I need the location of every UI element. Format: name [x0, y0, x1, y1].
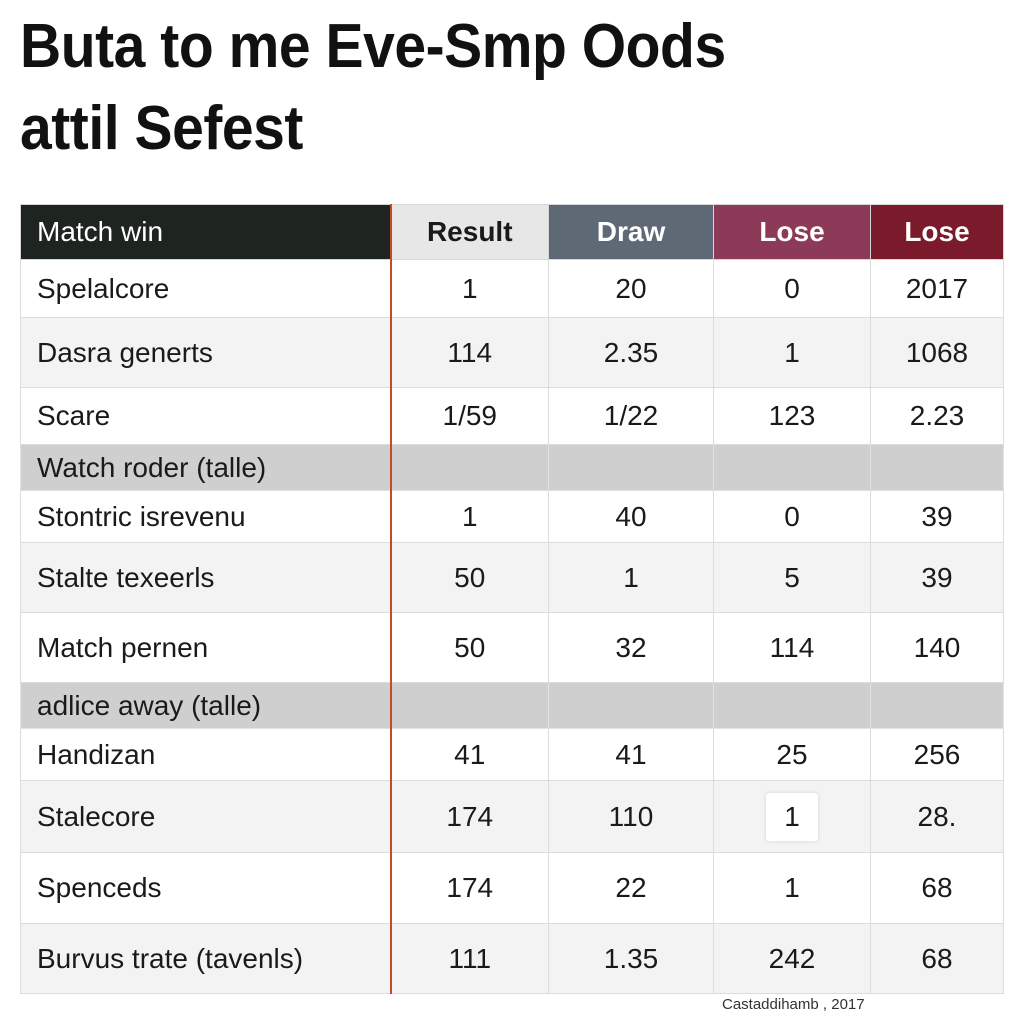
table-row: Handizan 41 41 25 256 — [20, 728, 1004, 781]
column-header-match-win: Match win — [20, 204, 392, 260]
cell-draw: 40 — [548, 490, 714, 543]
row-label: Match pernen — [20, 612, 392, 683]
page-title-line-2: attil Sefest — [20, 94, 303, 163]
row-label: Burvus trate (tavenls) — [20, 923, 392, 994]
cell-draw: 110 — [548, 780, 714, 853]
cell-draw: 1 — [548, 542, 714, 613]
cell-lose-2: 68 — [870, 923, 1004, 994]
cell-lose: 1 — [713, 852, 871, 924]
cell-lose — [713, 444, 871, 491]
cell-lose: 242 — [713, 923, 871, 994]
cell-lose-2: 28. — [870, 780, 1004, 853]
table-row: Burvus trate (tavenls) 111 1.35 242 68 — [20, 923, 1004, 994]
row-label: Dasra generts — [20, 317, 392, 388]
row-label: Scare — [20, 387, 392, 445]
cell-lose-2: 256 — [870, 728, 1004, 781]
table-row: Stalte texeerls 50 1 5 39 — [20, 542, 1004, 613]
cell-lose-2: 140 — [870, 612, 1004, 683]
section-row: Watch roder (talle) — [20, 444, 1004, 491]
cell-lose-2: 2.23 — [870, 387, 1004, 445]
cell-result — [390, 682, 549, 729]
cell-lose: 123 — [713, 387, 871, 445]
cell-lose: 0 — [713, 259, 871, 318]
cell-lose-2: 39 — [870, 542, 1004, 613]
cell-draw: 22 — [548, 852, 714, 924]
table-row: Match pernen 50 32 114 140 — [20, 612, 1004, 683]
cell-draw: 32 — [548, 612, 714, 683]
cell-lose: 1 — [713, 780, 871, 853]
table-row: Dasra generts 114 2.35 1 1068 — [20, 317, 1004, 388]
cell-result: 174 — [390, 780, 549, 853]
cell-lose: 114 — [713, 612, 871, 683]
row-label: Stalte texeerls — [20, 542, 392, 613]
cell-draw — [548, 682, 714, 729]
cell-result: 41 — [390, 728, 549, 781]
table-row: Spelalcore 1 20 0 2017 — [20, 259, 1004, 318]
cell-draw: 1.35 — [548, 923, 714, 994]
cell-result: 174 — [390, 852, 549, 924]
cell-result: 1 — [390, 259, 549, 318]
cell-draw: 41 — [548, 728, 714, 781]
section-row: adlice away (talle) — [20, 682, 1004, 729]
section-label: Watch roder (talle) — [20, 444, 392, 491]
odds-table: Match win Result Draw Lose Lose Spelalco… — [20, 204, 1004, 994]
column-header-result: Result — [390, 204, 549, 260]
table-row: Scare 1/59 1/22 123 2.23 — [20, 387, 1004, 445]
image-caption: Castaddihamb , 2017 — [722, 996, 865, 1013]
cell-lose: 0 — [713, 490, 871, 543]
cell-result: 114 — [390, 317, 549, 388]
cell-lose: 25 — [713, 728, 871, 781]
row-label: Stontric isrevenu — [20, 490, 392, 543]
cell-lose: 1 — [713, 317, 871, 388]
row-label: Spelalcore — [20, 259, 392, 318]
cell-result: 111 — [390, 923, 549, 994]
cell-draw: 2.35 — [548, 317, 714, 388]
highlighted-value: 1 — [766, 792, 818, 841]
table-row: Spenceds 174 22 1 68 — [20, 852, 1004, 924]
page-title: Buta to me Eve-Smp Oods attil Sefest — [20, 6, 726, 170]
cell-result: 50 — [390, 542, 549, 613]
row-label: Handizan — [20, 728, 392, 781]
cell-lose-2: 1068 — [870, 317, 1004, 388]
cell-lose — [713, 682, 871, 729]
cell-lose-2: 2017 — [870, 259, 1004, 318]
cell-draw — [548, 444, 714, 491]
table-row: Stalecore 174 110 1 28. — [20, 780, 1004, 853]
row-label: Spenceds — [20, 852, 392, 924]
cell-draw: 1/22 — [548, 387, 714, 445]
table-header-row: Match win Result Draw Lose Lose — [20, 204, 1004, 260]
column-header-draw: Draw — [548, 204, 714, 260]
cell-lose-2 — [870, 682, 1004, 729]
row-label: Stalecore — [20, 780, 392, 853]
cell-lose-2: 68 — [870, 852, 1004, 924]
column-header-lose-2: Lose — [870, 204, 1004, 260]
table-row: Stontric isrevenu 1 40 0 39 — [20, 490, 1004, 543]
cell-lose-2 — [870, 444, 1004, 491]
column-header-lose: Lose — [713, 204, 871, 260]
cell-lose-2: 39 — [870, 490, 1004, 543]
cell-lose: 5 — [713, 542, 871, 613]
cell-result: 1/59 — [390, 387, 549, 445]
cell-result: 50 — [390, 612, 549, 683]
cell-result — [390, 444, 549, 491]
cell-result: 1 — [390, 490, 549, 543]
page-title-line-1: Buta to me Eve-Smp Oods — [20, 12, 726, 81]
cell-draw: 20 — [548, 259, 714, 318]
section-label: adlice away (talle) — [20, 682, 392, 729]
